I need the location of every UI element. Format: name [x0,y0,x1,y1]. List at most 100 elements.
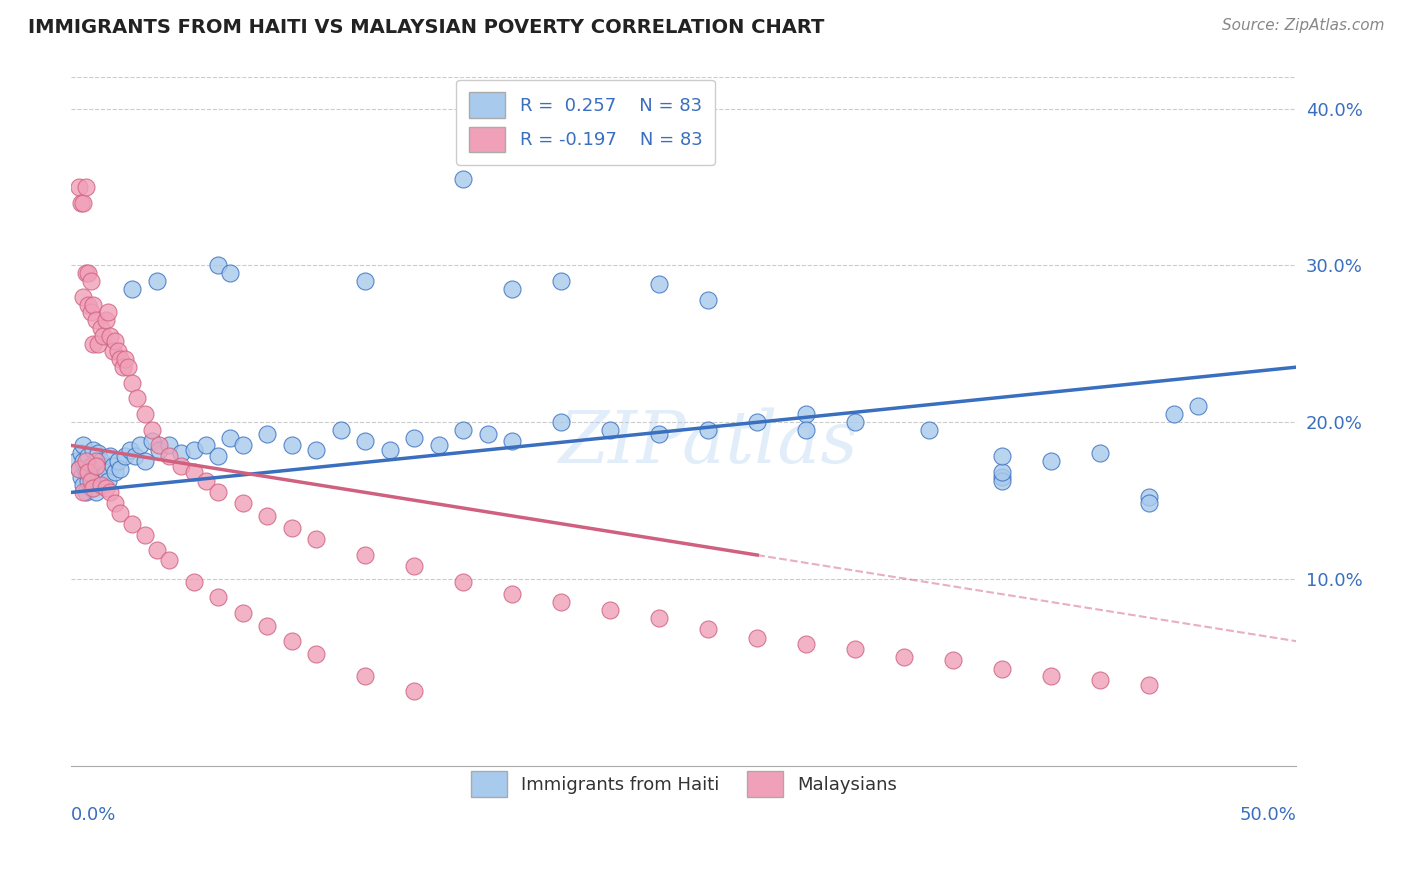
Text: IMMIGRANTS FROM HAITI VS MALAYSIAN POVERTY CORRELATION CHART: IMMIGRANTS FROM HAITI VS MALAYSIAN POVER… [28,18,824,37]
Point [82,481,104,495]
Point [77,266,100,280]
Point [354,274,377,288]
Point [256,508,278,523]
Point [232,438,254,452]
Point [100,450,122,464]
Point [991,465,1014,479]
Point [148,438,170,452]
Point [75,465,97,479]
Point [72,195,94,210]
Point [219,266,242,280]
Point [648,427,671,442]
Point [111,360,134,375]
Point [451,172,474,186]
Point [80,475,103,489]
Point [991,475,1014,489]
Point [107,454,129,468]
Point [82,443,104,458]
Point [75,266,97,280]
Point [101,344,124,359]
Point [157,553,180,567]
Point [124,450,146,464]
Point [77,475,100,489]
Point [114,352,136,367]
Point [183,574,205,589]
Point [70,195,93,210]
Point [72,454,94,468]
Point [80,458,103,473]
Point [256,427,278,442]
Point [87,336,110,351]
Point [70,469,93,483]
Point [991,450,1014,464]
Point [1163,407,1185,421]
Point [404,559,426,574]
Point [1040,668,1063,682]
Point [354,548,377,562]
Point [157,450,180,464]
Point [110,506,132,520]
Point [1090,446,1112,460]
Point [1137,496,1160,510]
Point [72,477,94,491]
Point [75,180,97,194]
Point [599,423,621,437]
Point [404,431,426,445]
Point [75,454,97,468]
Legend: Immigrants from Haiti, Malaysians: Immigrants from Haiti, Malaysians [461,762,905,805]
Point [67,462,90,476]
Point [697,423,720,437]
Point [72,290,94,304]
Point [404,684,426,698]
Point [141,423,163,437]
Point [501,587,523,601]
Point [648,610,671,624]
Point [100,485,122,500]
Point [117,360,139,375]
Point [427,438,450,452]
Point [75,485,97,500]
Point [991,662,1014,676]
Point [91,458,114,473]
Point [90,465,112,479]
Point [599,603,621,617]
Point [84,485,107,500]
Point [82,468,104,483]
Point [794,407,817,421]
Point [94,481,117,495]
Point [65,454,87,468]
Point [354,668,377,682]
Point [991,469,1014,483]
Point [97,475,120,489]
Point [550,415,572,429]
Point [329,423,352,437]
Point [256,618,278,632]
Point [747,631,769,645]
Point [1137,678,1160,692]
Point [501,282,523,296]
Point [893,649,915,664]
Point [281,438,304,452]
Point [127,392,149,406]
Point [747,415,769,429]
Point [82,336,104,351]
Point [219,431,242,445]
Point [70,446,93,460]
Point [170,446,193,460]
Point [77,465,100,479]
Point [550,274,572,288]
Point [183,443,205,458]
Point [77,450,100,464]
Point [183,465,205,479]
Point [207,450,229,464]
Point [121,282,143,296]
Point [72,438,94,452]
Point [942,653,965,667]
Point [232,496,254,510]
Point [305,443,328,458]
Point [101,458,124,473]
Point [84,458,107,473]
Point [80,481,103,495]
Point [90,321,112,335]
Point [94,465,117,479]
